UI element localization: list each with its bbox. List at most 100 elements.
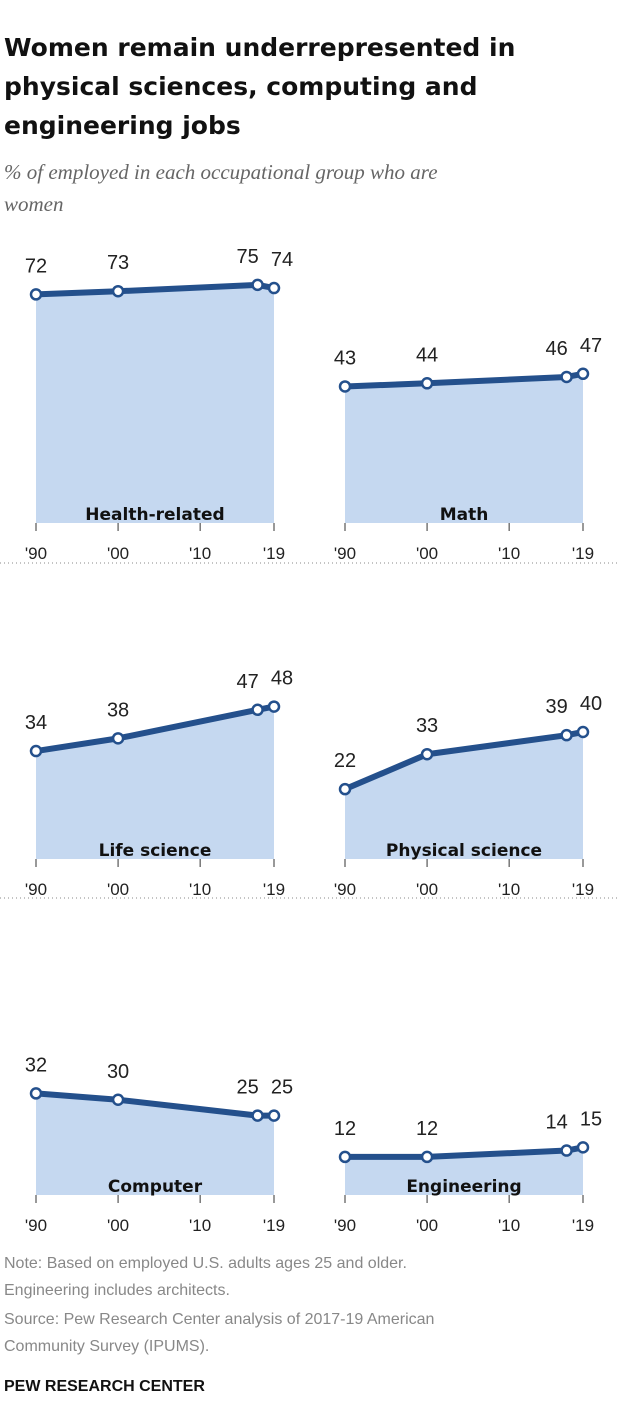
area <box>36 1093 274 1195</box>
marker <box>338 1150 352 1164</box>
data-label: 14 <box>545 1112 567 1134</box>
panel-label: Math <box>440 505 489 525</box>
x-tick-label: '90 <box>25 544 47 563</box>
x-tick-label: '00 <box>416 1216 438 1235</box>
marker <box>251 278 264 292</box>
data-label: 12 <box>334 1118 356 1140</box>
marker <box>576 725 590 739</box>
title-line: Women remain underrepresented in <box>4 33 515 62</box>
data-label: 22 <box>334 750 356 772</box>
line <box>344 370 584 390</box>
brand: PEW RESEARCH CENTER <box>4 1378 205 1395</box>
marker <box>267 700 281 713</box>
x-tick-label: '00 <box>416 544 438 563</box>
data-label: 30 <box>107 1061 129 1083</box>
line <box>35 703 275 755</box>
x-tick-label: '90 <box>334 880 356 899</box>
x-tick-label: '90 <box>334 1216 356 1235</box>
x-tick-label: '10 <box>189 880 211 899</box>
panel-label: Health-related <box>85 505 224 525</box>
x-tick-label: '19 <box>263 1216 285 1235</box>
data-label: 25 <box>271 1077 293 1099</box>
line <box>35 281 275 298</box>
title-line: physical sciences, computing and <box>4 72 478 101</box>
marker <box>560 370 573 384</box>
data-label: 33 <box>416 715 438 737</box>
subtitle-line: % of employed in each occupational group… <box>4 160 438 184</box>
marker <box>338 782 352 796</box>
data-label: 25 <box>236 1077 258 1099</box>
data-label: 34 <box>25 712 47 734</box>
x-tick-label: '10 <box>498 880 520 899</box>
panel-label: Physical science <box>386 841 542 861</box>
line <box>35 1090 274 1119</box>
x-tick-label: '10 <box>189 1216 211 1235</box>
data-label: 47 <box>580 335 602 357</box>
data-label: 40 <box>580 693 602 715</box>
marker <box>420 377 434 390</box>
marker <box>111 284 125 298</box>
data-label: 32 <box>25 1054 47 1076</box>
title-line: engineering jobs <box>4 111 241 140</box>
marker <box>29 744 43 758</box>
marker <box>576 1141 590 1154</box>
data-label: 75 <box>236 246 258 268</box>
line <box>343 729 584 792</box>
data-label: 47 <box>236 671 258 693</box>
x-tick-label: '19 <box>572 544 594 563</box>
note: Note: Based on employed U.S. adults ages… <box>4 1255 407 1272</box>
data-label: 12 <box>416 1118 438 1140</box>
marker <box>576 367 590 381</box>
subtitle-line: women <box>4 192 64 216</box>
x-tick-label: '00 <box>107 880 129 899</box>
marker <box>420 1150 434 1164</box>
data-label: 72 <box>25 255 47 277</box>
x-tick-label: '00 <box>416 880 438 899</box>
x-tick-label: '00 <box>107 544 129 563</box>
panel-label: Computer <box>108 1177 203 1197</box>
x-tick-label: '90 <box>25 1216 47 1235</box>
area <box>36 284 274 523</box>
footer: Note: Based on employed U.S. adults ages… <box>4 1255 434 1395</box>
marker <box>29 288 43 301</box>
header: Women remain underrepresented in physica… <box>4 33 515 216</box>
marker <box>420 747 434 761</box>
marker <box>251 703 264 717</box>
x-tick-label: '19 <box>263 880 285 899</box>
data-label: 15 <box>580 1108 602 1130</box>
panel-label: Life science <box>99 841 212 861</box>
line <box>345 1144 584 1160</box>
data-label: 73 <box>107 252 129 274</box>
marker <box>267 1109 281 1122</box>
marker <box>267 281 281 295</box>
x-tick-label: '90 <box>334 544 356 563</box>
x-tick-label: '19 <box>263 544 285 563</box>
data-label: 44 <box>416 344 438 366</box>
area <box>345 732 583 859</box>
panel-label: Engineering <box>406 1177 521 1197</box>
x-tick-label: '90 <box>25 880 47 899</box>
data-label: 43 <box>334 347 356 369</box>
x-tick-label: '19 <box>572 880 594 899</box>
marker <box>111 1093 125 1106</box>
marker <box>560 1144 573 1157</box>
data-label: 48 <box>271 668 293 690</box>
x-tick-label: '10 <box>498 544 520 563</box>
data-label: 39 <box>545 696 567 718</box>
note: Community Survey (IPUMS). <box>4 1338 209 1355</box>
x-tick-label: '10 <box>498 1216 520 1235</box>
marker <box>29 1087 43 1100</box>
x-tick-label: '19 <box>572 1216 594 1235</box>
data-label: 46 <box>545 338 567 360</box>
note: Source: Pew Research Center analysis of … <box>4 1311 434 1328</box>
marker <box>251 1109 264 1122</box>
marker <box>111 732 125 745</box>
data-label: 74 <box>271 249 293 271</box>
area <box>345 373 583 523</box>
note: Engineering includes architects. <box>4 1282 230 1299</box>
x-tick-label: '00 <box>107 1216 129 1235</box>
data-label: 38 <box>107 699 129 721</box>
marker <box>560 728 573 742</box>
marker <box>338 380 352 393</box>
